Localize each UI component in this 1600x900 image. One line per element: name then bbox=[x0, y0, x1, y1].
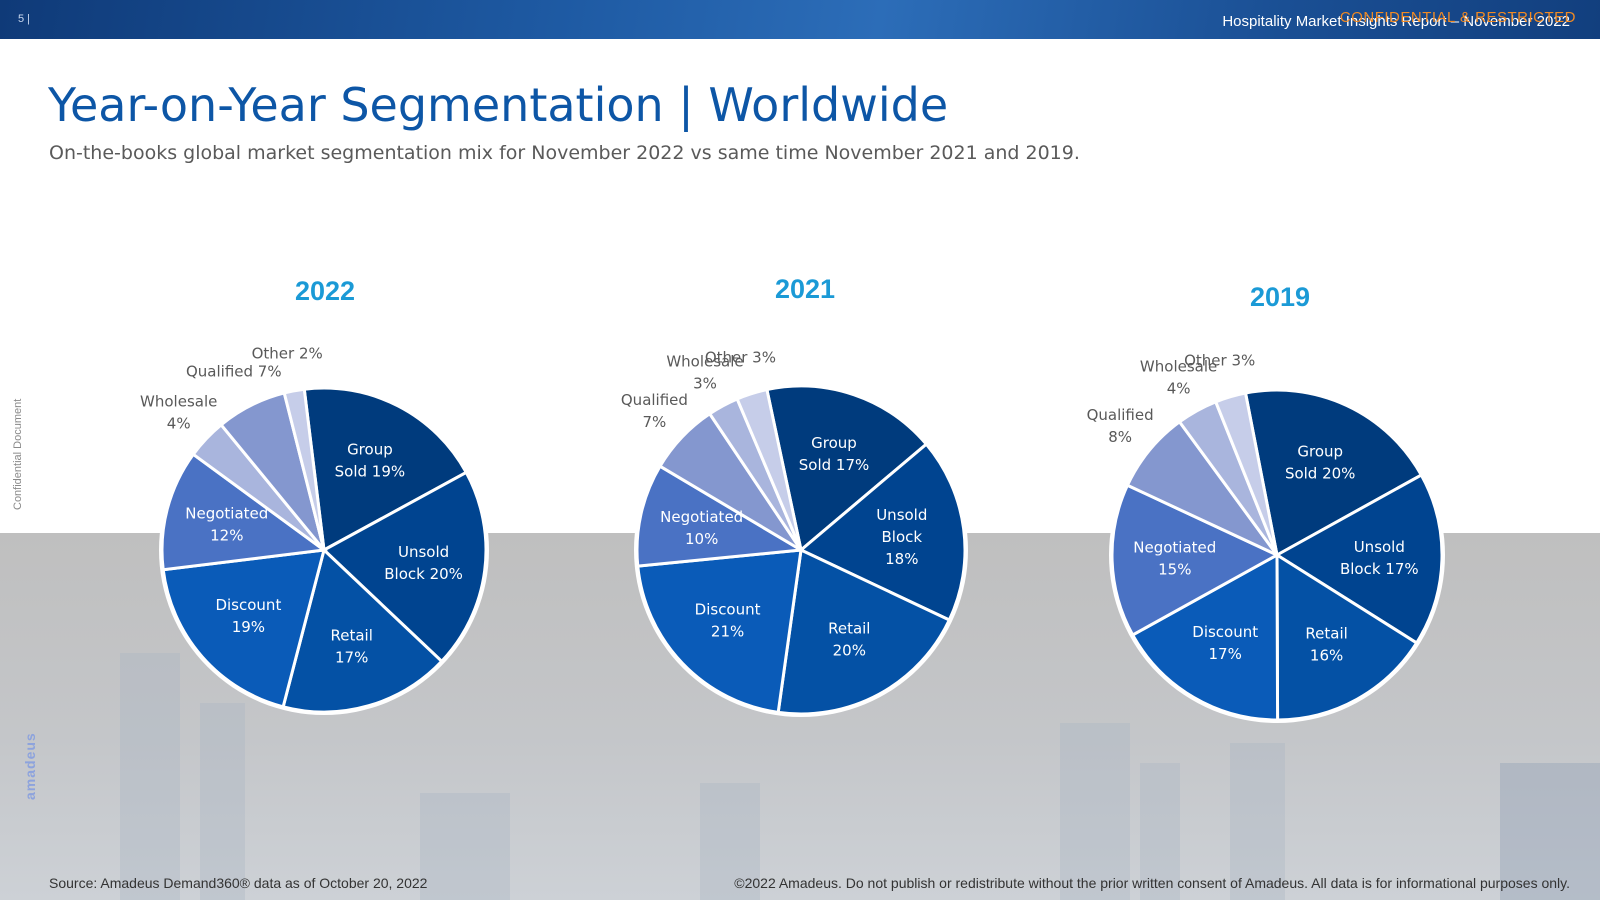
source-note: Source: Amadeus Demand360® data as of Oc… bbox=[49, 875, 428, 891]
data-label-2021-qualified: Qualified 7% bbox=[621, 391, 688, 431]
pie-2019 bbox=[1109, 387, 1445, 723]
pie-slice-2021-other bbox=[735, 387, 803, 551]
data-label-2019-negotiated: Negotiated 15% bbox=[1133, 539, 1216, 579]
pie-slice-2022-retail bbox=[281, 547, 444, 714]
pie-slice-2021-discount bbox=[636, 548, 803, 715]
data-label-2021-negotiated: Negotiated 10% bbox=[660, 508, 743, 548]
report-title: Hospitality Market Insights Report – Nov… bbox=[1222, 13, 1570, 30]
data-label-2022-qualified: Qualified 7% bbox=[186, 363, 282, 381]
page-number: 5 | bbox=[18, 13, 31, 25]
pie-slice-2021-unsold-block bbox=[798, 442, 967, 623]
data-label-2022-negotiated: Negotiated 12% bbox=[185, 505, 268, 545]
data-label-2019-qualified: Qualified 8% bbox=[1087, 406, 1154, 446]
page-subtitle: On-the-books global market segmentation … bbox=[49, 142, 1080, 164]
data-label-2019-discount: Discount 17% bbox=[1192, 623, 1258, 663]
data-label-2022-retail: Retail 17% bbox=[331, 627, 373, 667]
pie-slice-2019-negotiated bbox=[1110, 483, 1281, 638]
pie-slice-2022-unsold-block bbox=[321, 470, 488, 664]
data-label-2019-group-sold: Group Sold 20% bbox=[1285, 442, 1356, 482]
data-label-2019-retail: Retail 16% bbox=[1305, 625, 1347, 665]
pie-slice-2022-negotiated bbox=[160, 452, 328, 572]
data-label-2022-unsold-block: Unsold Block 20% bbox=[384, 543, 463, 583]
data-label-2021-group-sold: Group Sold 17% bbox=[799, 434, 870, 474]
pie-slice-2021-retail bbox=[776, 547, 952, 716]
pie-slice-2021-negotiated bbox=[635, 464, 806, 568]
pie-slice-2019-group-sold bbox=[1243, 388, 1424, 558]
pie-slice-2019-unsold-block bbox=[1274, 472, 1444, 645]
header-bar: 5 | Hospitality Market Insights Report –… bbox=[0, 0, 1600, 39]
classification-label: CONFIDENTIAL & RESTRICTED bbox=[1339, 9, 1576, 26]
chart-title-2019: 2019 bbox=[1250, 282, 1310, 312]
data-label-2021-unsold-block: Unsold Block 18% bbox=[876, 506, 927, 568]
copyright-note: ©2022 Amadeus. Do not publish or redistr… bbox=[734, 875, 1570, 891]
pie-2021 bbox=[634, 383, 968, 717]
pie-slice-2019-discount bbox=[1130, 552, 1280, 722]
data-label-2021-discount: Discount 21% bbox=[695, 600, 761, 640]
data-label-2022-discount: Discount 19% bbox=[215, 596, 281, 636]
pie-2022 bbox=[159, 385, 489, 715]
data-label-2021-retail: Retail 20% bbox=[828, 620, 870, 660]
pie-slice-2022-other bbox=[282, 387, 326, 551]
data-label-2019-other: Other 3% bbox=[1184, 351, 1255, 369]
data-label-2022-wholesale: Wholesale 4% bbox=[140, 393, 217, 433]
pie-slice-2021-group-sold bbox=[765, 384, 929, 553]
data-label-2021-other: Other 3% bbox=[705, 348, 776, 366]
pie-slice-2019-other bbox=[1213, 391, 1279, 556]
data-label-2019-unsold-block: Unsold Block 17% bbox=[1340, 538, 1419, 578]
page-title: Year-on-Year Segmentation | Worldwide bbox=[48, 78, 949, 132]
data-label-2021-wholesale: Wholesale 3% bbox=[666, 352, 743, 392]
chart-title-2022: 2022 bbox=[295, 276, 355, 306]
chart-title-2021: 2021 bbox=[775, 274, 835, 304]
pie-slice-2022-group-sold bbox=[302, 386, 469, 553]
data-label-2022-other: Other 2% bbox=[252, 344, 323, 362]
data-label-2019-wholesale: Wholesale 4% bbox=[1140, 358, 1217, 398]
pie-slice-2022-discount bbox=[161, 548, 327, 709]
pie-slice-2019-retail bbox=[1275, 552, 1419, 722]
data-label-2022-group-sold: Group Sold 19% bbox=[335, 441, 406, 481]
